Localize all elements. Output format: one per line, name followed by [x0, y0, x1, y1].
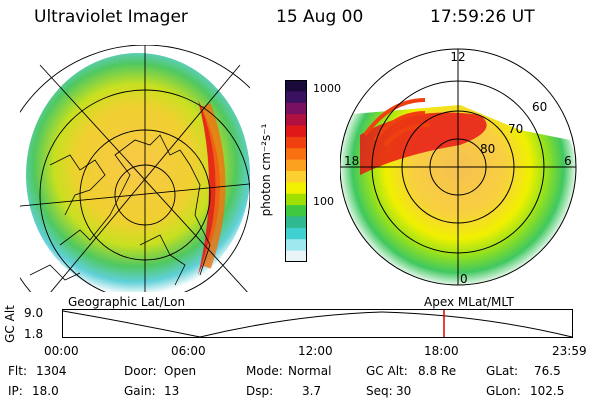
intensity-colorbar: [285, 80, 307, 262]
gcalt-value: 8.8 Re: [418, 364, 457, 378]
magnetic-polar-plot: 12 18 6 0 60 70 80: [340, 48, 577, 286]
right-map-caption: Apex MLat/MLT: [424, 295, 514, 309]
mode-label: Mode:: [246, 364, 283, 378]
observation-date: 15 Aug 00: [276, 7, 364, 27]
xtick-0000: 00:00: [44, 344, 79, 358]
colorbar-segment: [285, 102, 307, 115]
colorbar-segment: [285, 205, 307, 218]
coastlines: [29, 134, 211, 286]
mlat-label-70: 70: [508, 122, 523, 136]
mlt-label-12: 12: [450, 50, 465, 64]
colorbar-unit-text: photon cm⁻²s⁻¹: [259, 123, 273, 217]
auroral-oval-peak: [360, 112, 487, 175]
mlat-label-80: 80: [480, 142, 495, 156]
colorbar-segment: [285, 80, 307, 92]
altitude-ytick-1.8: 1.8: [24, 327, 44, 341]
colorbar-segment: [285, 182, 307, 195]
glon-value: 102.5: [530, 384, 565, 398]
mlt-label-0: 0: [460, 272, 468, 286]
xtick-1800: 18:00: [424, 344, 459, 358]
left-map-caption: Geographic Lat/Lon: [68, 295, 186, 309]
flt-label: Flt:: [8, 364, 27, 378]
gain-value: 13: [164, 384, 180, 398]
door-label: Door:: [124, 364, 157, 378]
xtick-0600: 06:00: [171, 344, 206, 358]
geographic-auroral-image: [20, 45, 250, 292]
colorbar-segment: [285, 216, 307, 229]
glat-label: GLat:: [486, 364, 519, 378]
observation-time: 17:59:26 UT: [430, 7, 535, 27]
xtick-2359: 23:59: [552, 344, 587, 358]
xtick-1200: 12:00: [298, 344, 333, 358]
instrument-title: Ultraviolet Imager: [34, 7, 188, 27]
mlt-label-6: 6: [564, 154, 572, 168]
gcalt-label: GC Alt:: [366, 364, 408, 378]
colorbar-segment: [285, 91, 307, 104]
mode-value: Normal: [288, 364, 332, 378]
colorbar-segment: [285, 114, 307, 127]
door-value: Open: [164, 364, 197, 378]
seq-label: Seq:: [366, 384, 393, 398]
glon-label: GLon:: [486, 384, 521, 398]
colorbar-tick-1000: 1000: [313, 82, 341, 95]
colorbar-segment: [285, 171, 307, 183]
mlat-grid: [340, 48, 577, 286]
altitude-ylabel: GC Alt: [3, 305, 17, 343]
dsp-value: 3.7: [302, 384, 322, 398]
altitude-ytick-9: 9.0: [24, 306, 44, 320]
geographic-grid: [20, 45, 250, 292]
colorbar-segment: [285, 136, 307, 149]
altitude-plot: [62, 309, 573, 338]
mlat-label-60: 60: [532, 100, 547, 114]
colorbar-segment: [285, 148, 307, 161]
colorbar-segment: [285, 193, 307, 206]
glat-value: 76.5: [534, 364, 561, 378]
altitude-ylabel-box: GC Alt: [0, 302, 20, 346]
mlt-label-18: 18: [344, 154, 359, 168]
ip-value: 18.0: [32, 384, 59, 398]
colorbar-segment: [285, 159, 307, 172]
ip-label: IP:: [8, 384, 23, 398]
colorbar-segment: [285, 125, 307, 138]
colorbar-segment: [285, 239, 307, 252]
colorbar-tick-100: 100: [313, 195, 334, 208]
colorbar-segment: [285, 227, 307, 240]
arc-features: [363, 98, 431, 147]
flt-value: 1304: [36, 364, 67, 378]
gain-label: Gain:: [124, 384, 156, 398]
colorbar-segment: [285, 250, 307, 262]
dsp-label: Dsp:: [246, 384, 274, 398]
seq-value: 30: [396, 384, 412, 398]
altitude-curve: [62, 310, 573, 338]
